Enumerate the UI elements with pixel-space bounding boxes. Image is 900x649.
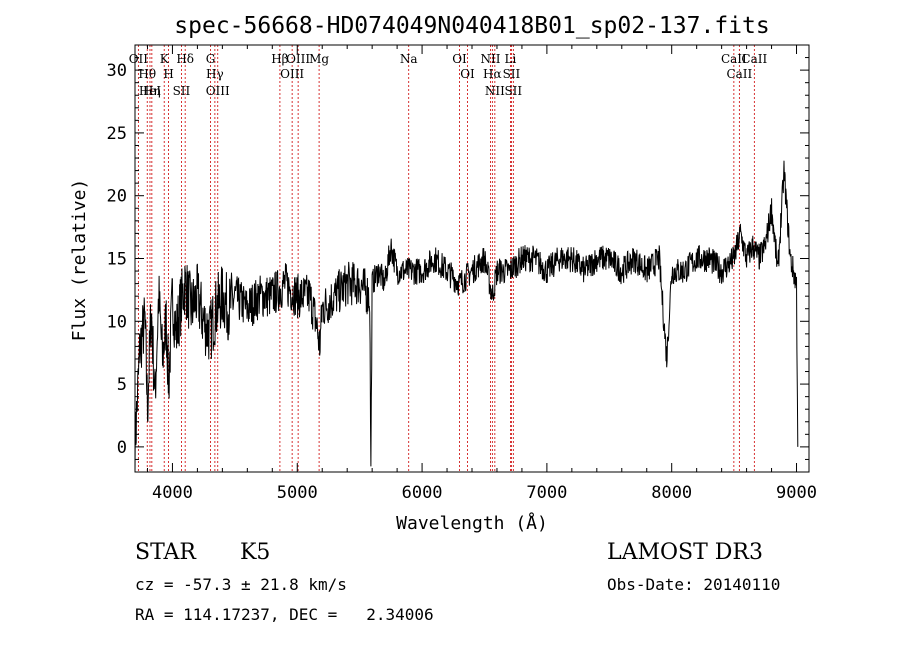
y-tick-label: 30	[107, 61, 127, 81]
x-tick-label: 4000	[152, 483, 193, 503]
spectral-line-label: NII	[485, 84, 505, 98]
coordinates: RA = 114.17237, DEC = 2.34006	[135, 605, 434, 624]
spectral-line-label: Mg	[309, 52, 329, 66]
spectral-line-label: HeI	[139, 84, 162, 98]
y-tick-label: 15	[107, 250, 127, 270]
spectral-line-label: Hδ	[176, 52, 194, 66]
spectral-line-label: OI	[460, 67, 475, 81]
spectral-line-label: OII	[129, 52, 149, 66]
object-subclass: K5	[240, 540, 271, 565]
x-tick-label: 9000	[776, 483, 817, 503]
spectral-line-label: Hη	[143, 84, 161, 98]
spectral-line-label: Hα	[483, 67, 502, 81]
x-tick-label: 5000	[277, 483, 318, 503]
spectral-line-label: OI	[452, 52, 467, 66]
spectral-line-label: SII	[503, 67, 521, 81]
object-class: STAR	[135, 540, 196, 565]
y-tick-label: 25	[107, 124, 127, 144]
spectral-line-label: OIII	[206, 84, 230, 98]
y-tick-label: 20	[107, 187, 127, 207]
survey-name: LAMOST DR3	[607, 540, 763, 565]
spectral-line-label: Hθ	[138, 67, 156, 81]
observation-date: Obs-Date: 20140110	[607, 575, 781, 594]
x-tick-label: 6000	[402, 483, 443, 503]
spectral-line-label: Hγ	[206, 67, 224, 81]
spectrum-line	[134, 160, 799, 473]
x-tick-label: 7000	[526, 483, 567, 503]
spectral-line-label: SII	[504, 84, 522, 98]
spectral-line-label: OIII	[286, 52, 310, 66]
redshift-velocity: cz = -57.3 ± 21.8 km/s	[135, 575, 347, 594]
spectral-line-label: G	[206, 52, 216, 66]
spectral-line-label: OIII	[280, 67, 304, 81]
x-tick-label: 8000	[651, 483, 692, 503]
x-axis-ticks: 4000 5000 6000 7000 8000 9000	[146, 45, 817, 503]
spectral-line-label: K	[160, 52, 170, 66]
spectral-line-label: Hβ	[271, 52, 288, 66]
chart-title: spec-56668-HD074049N040418B01_sp02-137.f…	[174, 13, 769, 39]
spectral-line-label: NII	[480, 52, 500, 66]
y-axis-label: Flux (relative)	[69, 179, 90, 342]
y-tick-label: 5	[117, 375, 127, 395]
y-tick-label: 0	[117, 438, 127, 458]
spectral-line-label: CaII	[741, 52, 767, 66]
x-axis-label: Wavelength (Å)	[396, 512, 548, 534]
spectral-line-label: SII	[173, 84, 191, 98]
spectral-line-label: Na	[400, 52, 418, 66]
y-tick-label: 10	[107, 312, 127, 332]
spectral-line-markers	[137, 45, 755, 472]
y-axis-ticks: 0 5 10 15 20 25 30	[107, 57, 809, 460]
spectral-line-label: CaII	[726, 67, 752, 81]
spectral-line-label: Li	[505, 52, 517, 66]
spectral-line-label: H	[163, 67, 173, 81]
spectral-line-label: CaII	[721, 52, 747, 66]
